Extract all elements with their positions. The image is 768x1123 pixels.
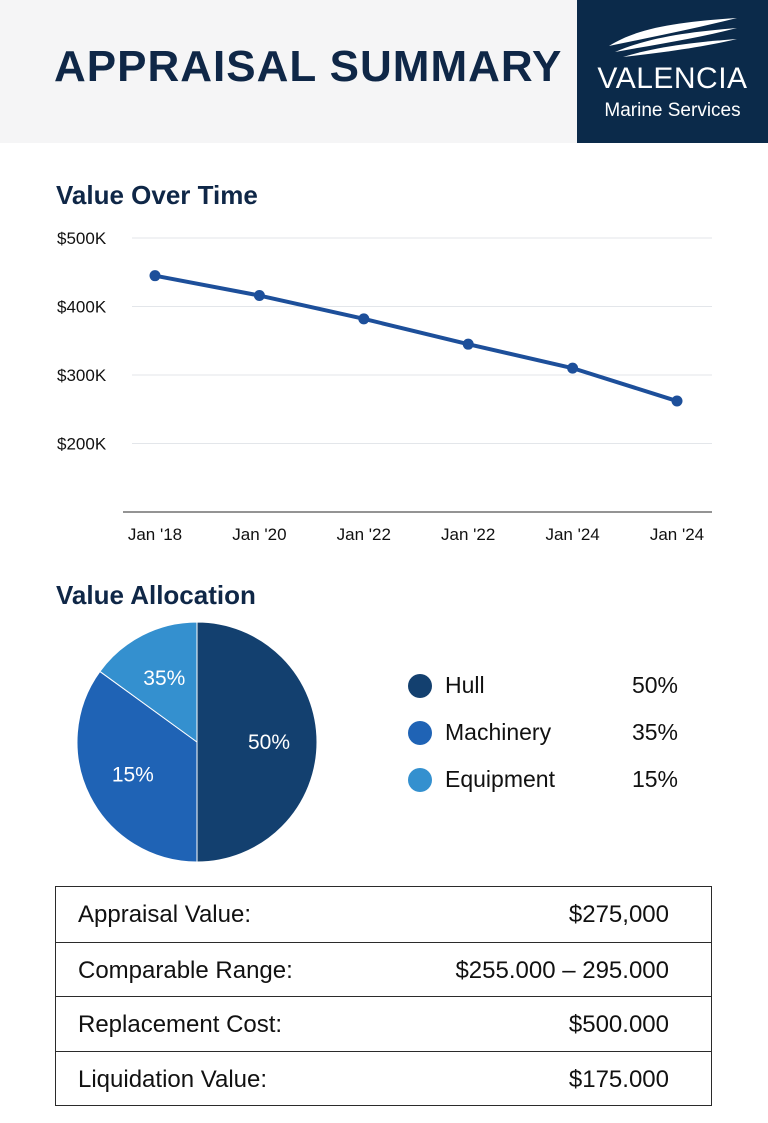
wave-icon — [609, 18, 737, 57]
pie-slice-label: 50% — [248, 731, 290, 754]
summary-value: $500.000 — [568, 1011, 669, 1038]
x-tick-label: Jan '22 — [337, 525, 391, 544]
legend-label: Machinery — [445, 719, 552, 745]
legend-label: Equipment — [445, 766, 555, 792]
pie-chart-title: Value Allocation — [56, 580, 256, 610]
x-tick-label: Jan '24 — [545, 525, 599, 544]
summary-row: Comparable Range: $255.000 – 295.000 — [56, 941, 711, 997]
summary-label: Comparable Range: — [78, 956, 293, 984]
value-series-line — [154, 273, 678, 403]
summary-row: Appraisal Value: $275,000 — [56, 887, 711, 942]
pie-legend: Hull 50% Machinery 35% Equipment 15% — [408, 668, 698, 809]
data-point — [462, 338, 474, 350]
x-tick-label: Jan '24 — [650, 525, 704, 544]
logo-subtitle: Marine Services — [604, 100, 741, 121]
summary-value: $175.000 — [568, 1065, 669, 1093]
summary-value: $275,000 — [568, 901, 669, 928]
legend-item-equipment: Equipment 15% — [408, 762, 698, 809]
pie-slice-equipment — [99, 621, 198, 743]
summary-label: Replacement Cost: — [78, 1011, 283, 1038]
x-tick-label: Jan '18 — [128, 525, 182, 544]
y-tick-label: $500K — [57, 229, 107, 248]
legend-swatch — [408, 721, 432, 745]
y-tick-label: $300K — [57, 366, 107, 385]
legend-swatch — [408, 674, 432, 698]
summary-value: $255.000 – 295.000 — [455, 956, 669, 984]
data-point — [149, 270, 161, 282]
data-point — [567, 362, 579, 374]
value-over-time-chart: $200K $300K $400K $500K Jan '18 Jan '20 Jan '2… — [57, 229, 712, 544]
line-chart-title: Value Over Time — [56, 180, 258, 210]
pie-slice-label: 15% — [112, 764, 154, 787]
summary-label: Appraisal Value: — [78, 901, 251, 928]
y-tick-label: $400K — [57, 298, 107, 317]
company-logo: VALENCIA Marine Services — [577, 0, 768, 143]
summary-row: Liquidation Value: $175.000 — [56, 1050, 711, 1106]
y-tick-label: $200K — [57, 435, 107, 454]
x-tick-label: Jan '20 — [232, 525, 286, 544]
legend-value: 15% — [631, 766, 678, 792]
pie-slice-label: 35% — [143, 667, 185, 690]
page-title: APPRAISAL SUMMARY — [54, 42, 563, 91]
legend-swatch — [408, 768, 432, 792]
pie-slice-machinery — [76, 670, 198, 863]
summary-table: Appraisal Value: $275,000 Comparable Range… — [55, 886, 712, 1106]
logo-name: VALENCIA — [597, 62, 748, 95]
legend-item-hull: Hull 50% — [408, 668, 698, 715]
legend-value: 50% — [631, 672, 678, 698]
summary-row: Replacement Cost: $500.000 — [56, 996, 711, 1051]
value-allocation-pie: 50% 15% 35% — [76, 621, 318, 863]
data-point — [253, 290, 265, 302]
summary-label: Liquidation Value: — [78, 1065, 268, 1093]
legend-label: Hull — [445, 672, 485, 698]
legend-value: 35% — [631, 719, 678, 745]
data-point — [358, 313, 370, 325]
legend-item-machinery: Machinery 35% — [408, 715, 698, 762]
pie-slice-hull — [196, 621, 318, 863]
x-tick-label: Jan '22 — [441, 525, 495, 544]
data-point — [671, 395, 683, 407]
